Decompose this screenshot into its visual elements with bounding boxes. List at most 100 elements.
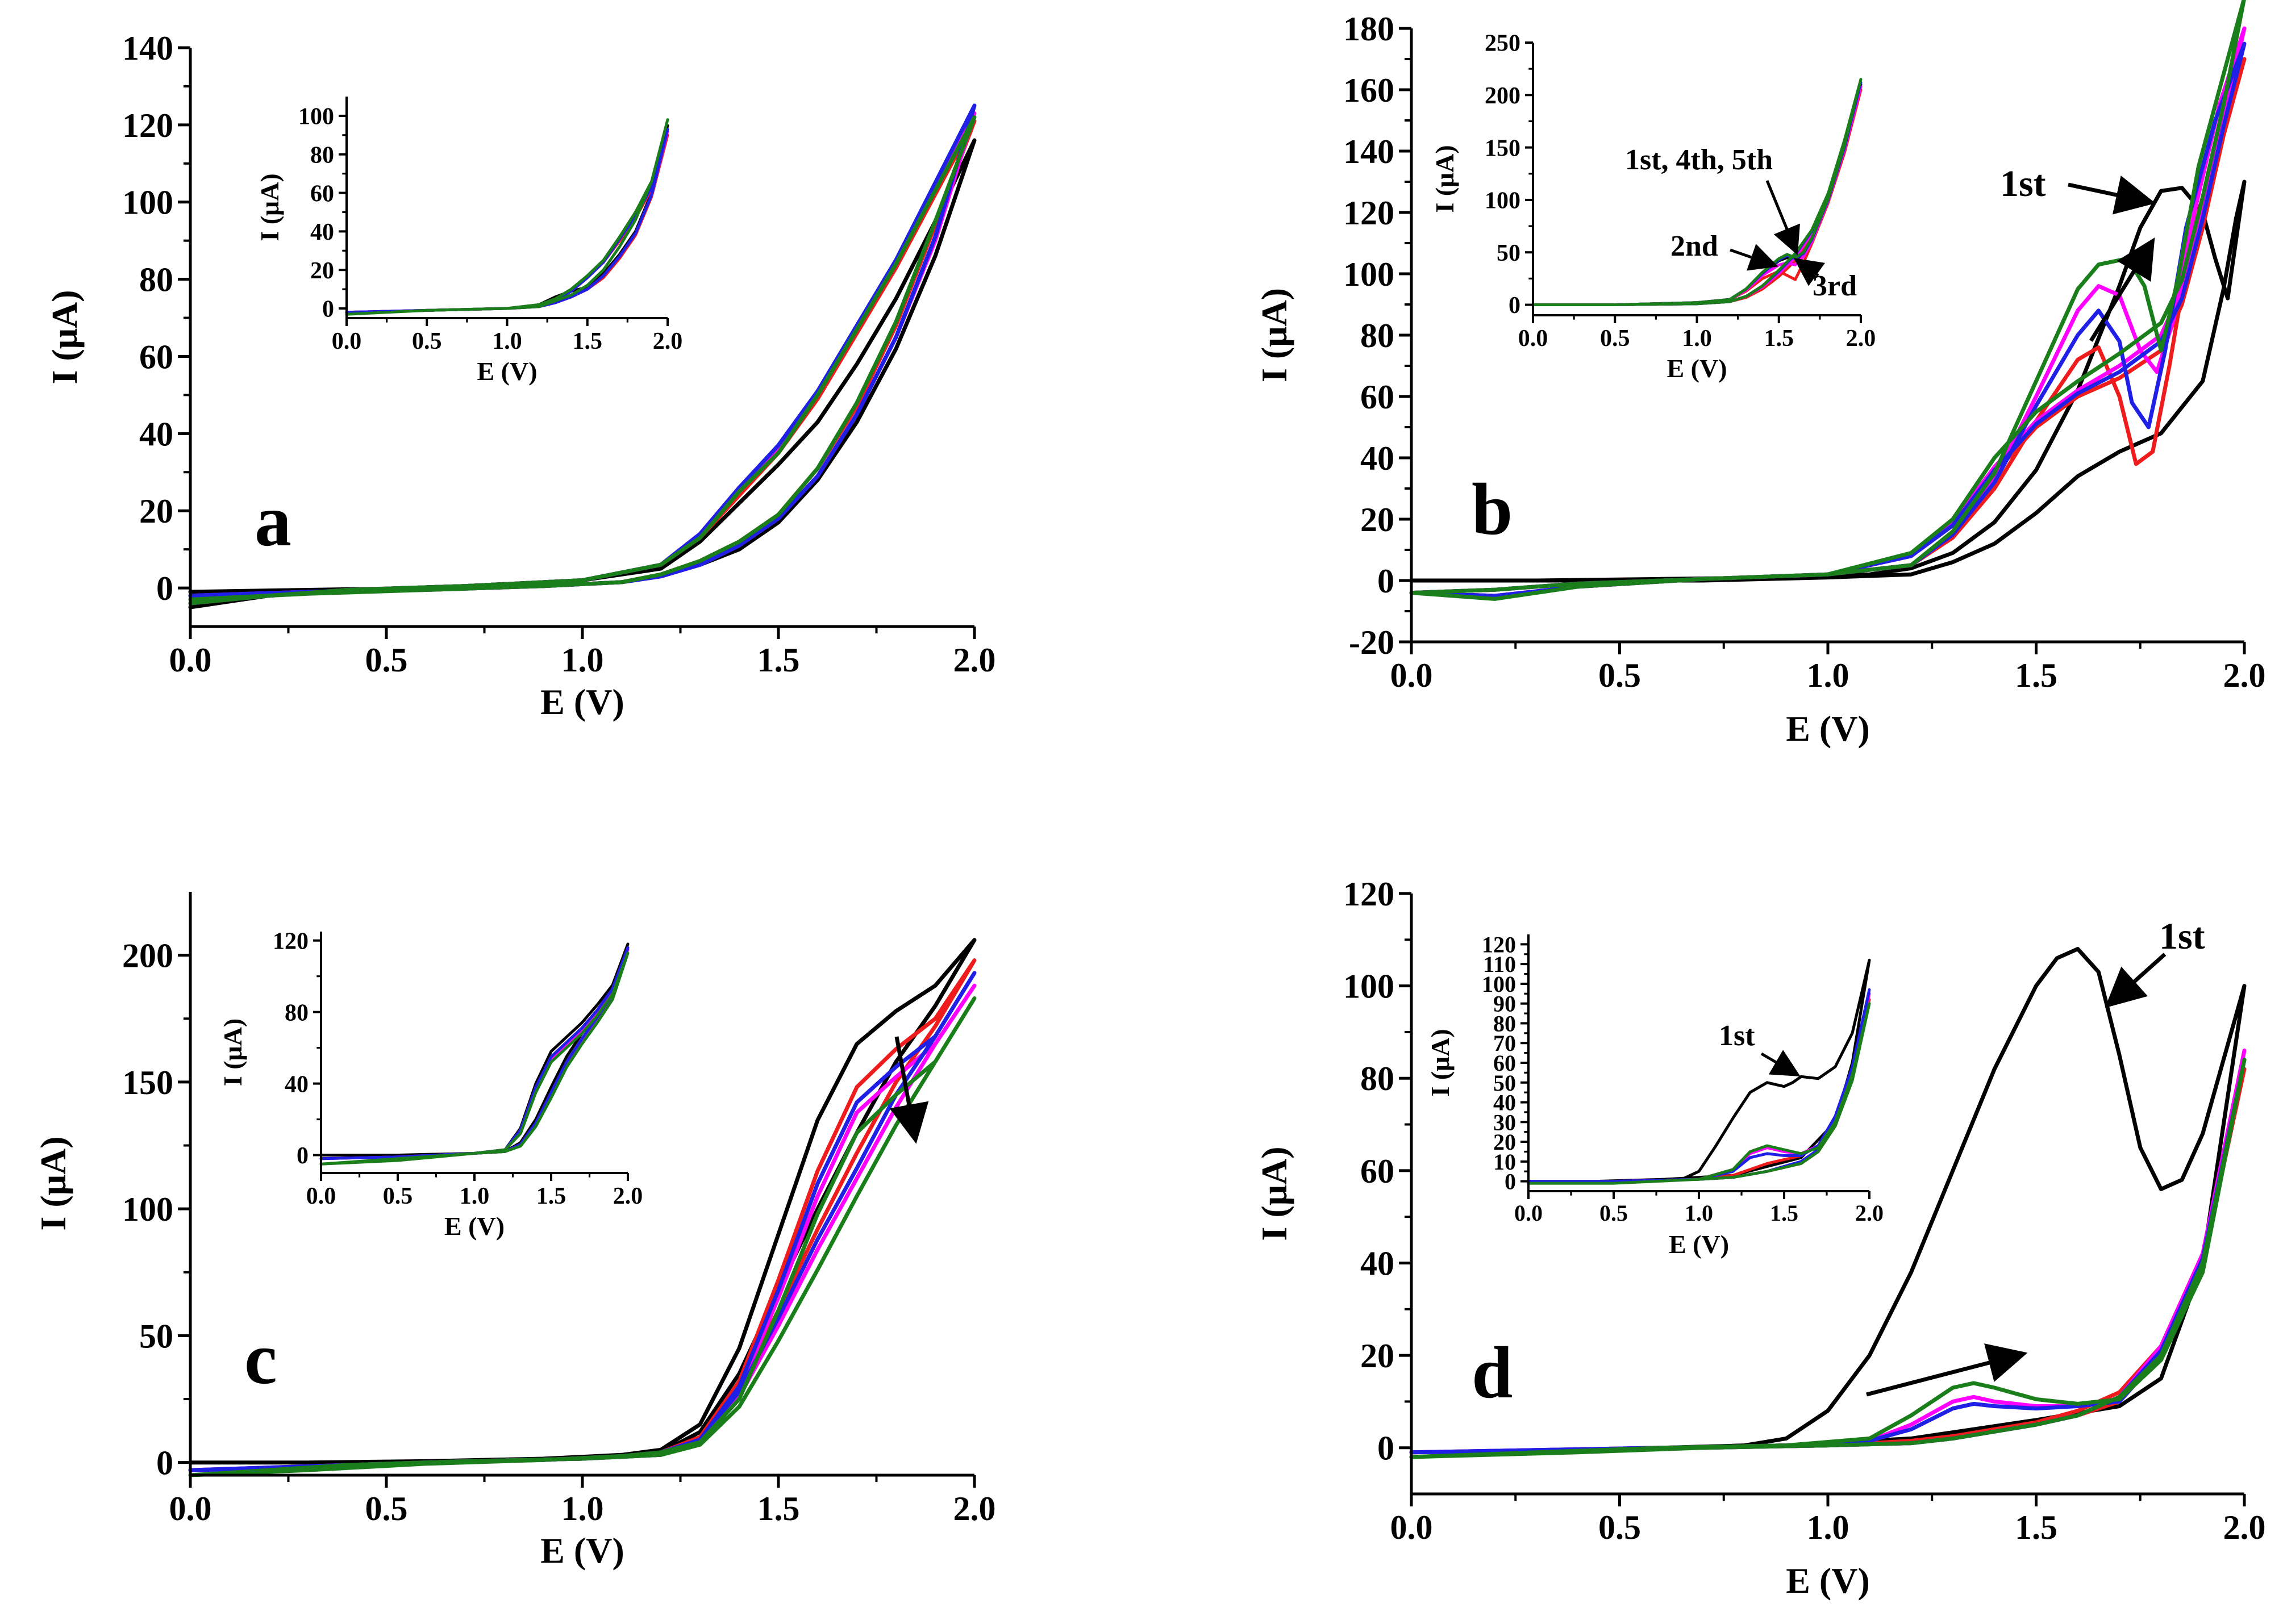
x-tick-label-b-main: 1.0 bbox=[1807, 657, 1849, 694]
y-tick-label-d-inset: 120 bbox=[1482, 932, 1516, 957]
series-magenta-c-inset bbox=[319, 948, 630, 1160]
series-red-c-inset bbox=[319, 946, 630, 1160]
x-tick-label-d-main: 2.0 bbox=[2223, 1509, 2266, 1546]
series-green-c-inset bbox=[319, 951, 630, 1166]
series-black-c-inset bbox=[319, 942, 630, 1157]
y-tick-label-d-inset: 70 bbox=[1493, 1030, 1516, 1056]
x-tick-label-c-main: 0.0 bbox=[169, 1490, 212, 1527]
panel-a-main-plot: 0.0 0.5 1.0 1.5 2.0 0 20 40 60 80 100 120 140 E (V) I … bbox=[44, 30, 996, 722]
arrow-icon bbox=[2105, 953, 2167, 1008]
x-tick-label-a-inset: 2.0 bbox=[653, 328, 683, 354]
y-tick-label-a-inset: 40 bbox=[310, 219, 334, 245]
y-tick-label-d-inset: 40 bbox=[1493, 1090, 1516, 1116]
panel-letter-d: d bbox=[1472, 1332, 1513, 1414]
x-axis-title-c-main: E (V) bbox=[540, 1530, 624, 1571]
panel-b-label-1st: 1st bbox=[2000, 163, 2046, 204]
x-tick-label-b-main: 0.0 bbox=[1390, 657, 1433, 694]
x-tick-label-c-inset: 1.0 bbox=[460, 1183, 490, 1209]
y-tick-label-c-main: 200 bbox=[122, 937, 173, 975]
y-tick-label-d-inset: 10 bbox=[1493, 1149, 1516, 1175]
y-tick-label-b-main: 60 bbox=[1360, 378, 1394, 416]
y-tick-label-d-main: 20 bbox=[1360, 1337, 1394, 1375]
y-tick-label-b-inset: 100 bbox=[1485, 188, 1520, 214]
y-tick-label-d-inset: 20 bbox=[1493, 1129, 1516, 1155]
x-tick-label-a-inset: 1.5 bbox=[573, 328, 603, 354]
y-tick-label-d-inset: 0 bbox=[1505, 1169, 1516, 1195]
panel-letter-a: a bbox=[255, 480, 291, 562]
y-tick-label-a-main: 100 bbox=[122, 184, 173, 222]
arrow-icon bbox=[1760, 1050, 1801, 1077]
series-green-c-main bbox=[188, 996, 977, 1477]
y-tick-label-a-main: 40 bbox=[139, 415, 173, 453]
y-tick-label-a-main: 140 bbox=[122, 30, 173, 67]
arrow-icon bbox=[1765, 180, 1800, 256]
panel-letter-c: c bbox=[244, 1318, 277, 1400]
y-tick-label-d-inset: 110 bbox=[1483, 951, 1516, 977]
series-green-b-main bbox=[1409, 0, 2246, 601]
y-tick-label-b-main: -20 bbox=[1349, 624, 1394, 661]
x-tick-label-a-main: 1.5 bbox=[757, 641, 800, 679]
series-black-a-main bbox=[188, 138, 977, 609]
y-tick-label-b-main: 0 bbox=[1377, 562, 1394, 600]
y-tick-label-c-inset: 80 bbox=[285, 1000, 309, 1026]
y-tick-label-d-inset: 90 bbox=[1493, 991, 1516, 1017]
y-tick-label-d-inset: 30 bbox=[1493, 1109, 1516, 1135]
x-tick-label-a-inset: 0.5 bbox=[412, 328, 442, 354]
panel-b-inset-label-1st-4th-5th: 1st, 4th, 5th bbox=[1625, 144, 1773, 176]
panel-b-main-plot: 0.0 0.5 1.0 1.5 2.0 -20 0 20 40 60 80 100 120 140 160 1… bbox=[1254, 0, 2266, 749]
y-axis-title-a-main: I (μA) bbox=[44, 290, 85, 384]
y-tick-label-b-main: 160 bbox=[1343, 72, 1394, 109]
series-green-a-inset bbox=[345, 118, 669, 316]
x-tick-label-d-inset: 1.0 bbox=[1685, 1200, 1713, 1226]
series-black-d-main bbox=[1409, 947, 2247, 1459]
x-tick-label-b-inset: 0.0 bbox=[1518, 325, 1548, 352]
x-tick-label-d-main: 1.0 bbox=[1807, 1509, 1849, 1546]
y-tick-label-b-main: 180 bbox=[1343, 10, 1394, 48]
y-tick-label-b-inset: 50 bbox=[1497, 240, 1520, 266]
y-tick-label-d-main: 40 bbox=[1360, 1245, 1394, 1282]
panel-b-inset-label-3rd: 3rd bbox=[1813, 270, 1857, 302]
y-tick-label-b-inset: 250 bbox=[1485, 31, 1520, 57]
y-tick-label-c-main: 100 bbox=[122, 1191, 173, 1228]
x-axis-title-a-main: E (V) bbox=[540, 682, 624, 722]
y-tick-label-b-main: 40 bbox=[1360, 440, 1394, 477]
y-axis-title-a-inset: I (μA) bbox=[255, 173, 284, 241]
y-tick-label-d-inset: 50 bbox=[1493, 1070, 1516, 1096]
y-tick-label-d-inset: 60 bbox=[1493, 1050, 1516, 1076]
series-blue-c-inset bbox=[319, 946, 630, 1160]
y-axis-title-c-inset: I (μA) bbox=[218, 1018, 247, 1086]
x-tick-label-c-main: 1.5 bbox=[757, 1490, 800, 1527]
y-tick-label-d-main: 100 bbox=[1343, 968, 1394, 1005]
y-tick-label-c-main: 0 bbox=[156, 1445, 173, 1482]
series-magenta-c-main bbox=[188, 983, 977, 1472]
series-black-a-inset bbox=[345, 124, 669, 314]
series-magenta-a-main bbox=[188, 111, 977, 606]
y-tick-label-b-main: 20 bbox=[1360, 501, 1394, 538]
x-tick-label-b-main: 0.5 bbox=[1598, 657, 1641, 694]
series-black-d-inset bbox=[1527, 958, 1871, 1183]
y-tick-label-a-inset: 0 bbox=[322, 297, 334, 323]
x-tick-label-c-main: 0.5 bbox=[365, 1490, 408, 1527]
x-tick-label-a-main: 2.0 bbox=[953, 641, 996, 679]
series-red-d-inset bbox=[1527, 998, 1871, 1183]
y-tick-label-a-inset: 80 bbox=[310, 142, 334, 168]
y-tick-label-a-inset: 100 bbox=[298, 104, 334, 130]
y-tick-label-c-inset: 120 bbox=[273, 928, 309, 954]
panel-c-inset-plot: 0.0 0.5 1.0 1.5 2.0 0 40 80 120 E (V) I (μA) bbox=[218, 928, 643, 1240]
x-tick-label-d-inset: 0.5 bbox=[1599, 1200, 1628, 1226]
x-tick-label-c-main: 1.0 bbox=[561, 1490, 604, 1527]
y-tick-label-d-inset: 80 bbox=[1493, 1011, 1516, 1036]
x-tick-label-a-inset: 1.0 bbox=[492, 328, 522, 354]
panel-letter-b: b bbox=[1472, 469, 1513, 550]
y-tick-label-b-main: 100 bbox=[1343, 256, 1394, 293]
y-axis-title-d-inset: I (μA) bbox=[1426, 1029, 1455, 1096]
x-axis-title-b-main: E (V) bbox=[1786, 708, 1870, 749]
y-tick-label-c-main: 150 bbox=[122, 1064, 173, 1101]
y-tick-label-b-inset: 200 bbox=[1485, 83, 1520, 109]
y-axis-title-b-main: I (μA) bbox=[1254, 288, 1294, 382]
x-tick-label-d-inset: 0.0 bbox=[1514, 1200, 1543, 1226]
y-axis-title-b-inset: I (μA) bbox=[1430, 145, 1459, 212]
y-tick-label-a-main: 80 bbox=[139, 261, 173, 299]
y-tick-label-c-inset: 40 bbox=[285, 1071, 309, 1097]
